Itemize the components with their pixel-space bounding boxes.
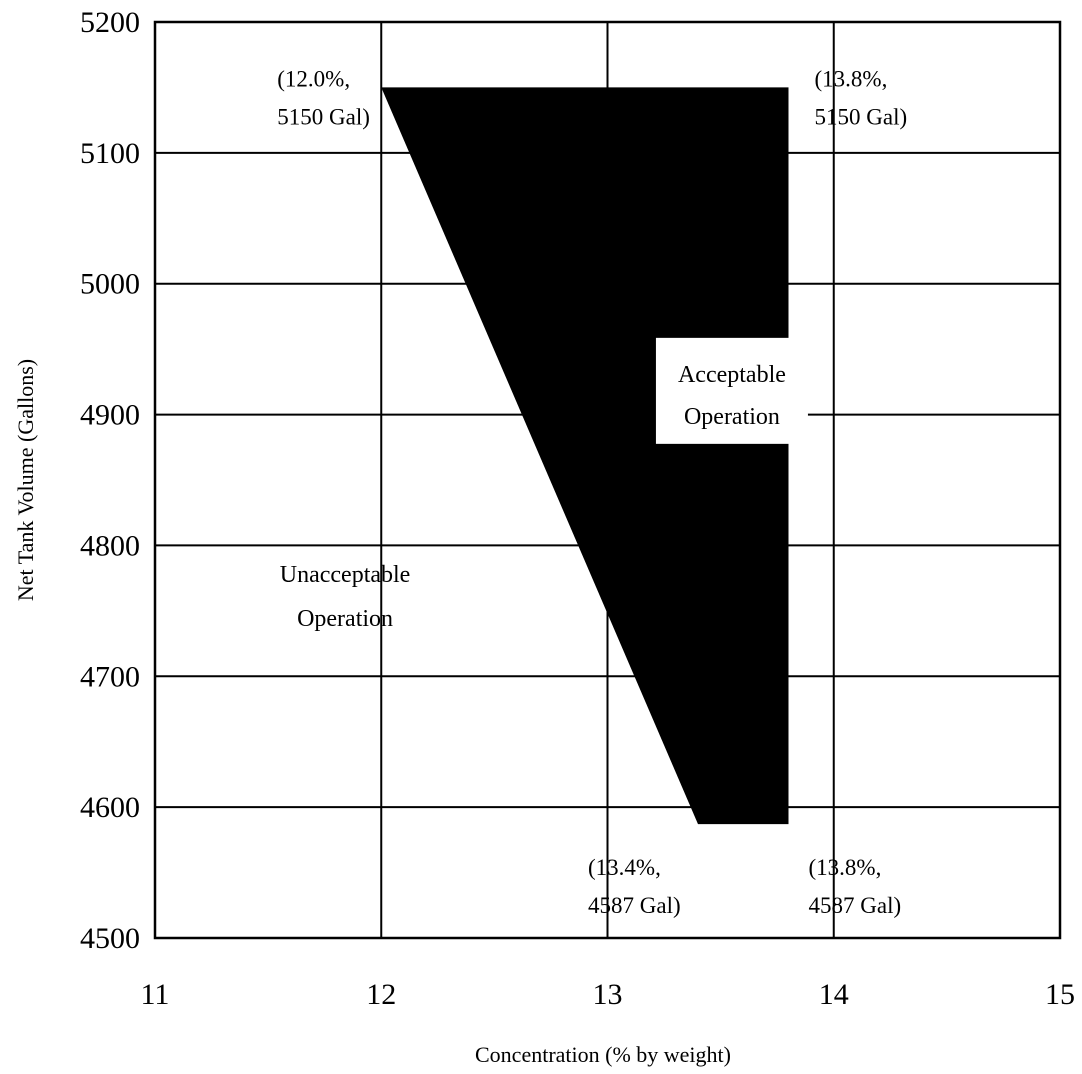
y-tick-label: 4600 — [80, 791, 140, 824]
vertex-annotation: 5150 Gal) — [277, 104, 370, 129]
acceptable-label: Operation — [684, 404, 780, 430]
unacceptable-label: Unacceptable — [280, 562, 411, 588]
y-tick-label: 5200 — [80, 6, 140, 39]
region-label-box — [655, 337, 808, 444]
vertex-annotation: 4587 Gal) — [588, 893, 681, 918]
plot-border — [153, 20, 1062, 940]
y-axis-label: Net Tank Volume (Gallons) — [13, 359, 38, 601]
x-tick-label: 14 — [819, 978, 849, 1011]
y-tick-label: 4500 — [80, 922, 140, 955]
y-tick-label: 4700 — [80, 660, 140, 693]
y-tick-label: 4900 — [80, 399, 140, 432]
x-axis-label: Concentration (% by weight) — [475, 1042, 731, 1067]
y-tick-label: 5000 — [80, 268, 140, 301]
x-tick-labels: 11 12 13 14 15 — [141, 978, 1075, 1011]
vertex-annotation: 4587 Gal) — [809, 893, 902, 918]
x-tick-label: 13 — [593, 978, 623, 1011]
vertex-annotation: (13.8%, — [809, 855, 882, 880]
vertex-annotation: (12.0%, — [277, 66, 350, 91]
acceptable-region-polygon — [381, 87, 789, 825]
y-tick-label: 4800 — [80, 529, 140, 562]
acceptable-label: Acceptable — [678, 362, 786, 388]
y-tick-label: 5100 — [80, 137, 140, 170]
vertex-annotation: (13.4%, — [588, 855, 661, 880]
vertex-annotations: (12.0%, 5150 Gal) (13.8%, 5150 Gal) (13.4%, 4… — [277, 66, 907, 918]
plot-frame — [153, 20, 1062, 940]
y-tick-labels: 4500 4600 4700 4800 4900 5000 5100 5200 — [80, 6, 140, 955]
vertex-annotation: (13.8%, — [815, 66, 888, 91]
x-tick-label: 12 — [366, 978, 396, 1011]
acceptable-region: Acceptable Operation Unacceptable Operation — [280, 87, 808, 825]
x-tick-label: 15 — [1045, 978, 1075, 1011]
unacceptable-label: Operation — [297, 606, 393, 632]
vertex-annotation: 5150 Gal) — [815, 104, 908, 129]
x-tick-label: 11 — [141, 978, 170, 1011]
